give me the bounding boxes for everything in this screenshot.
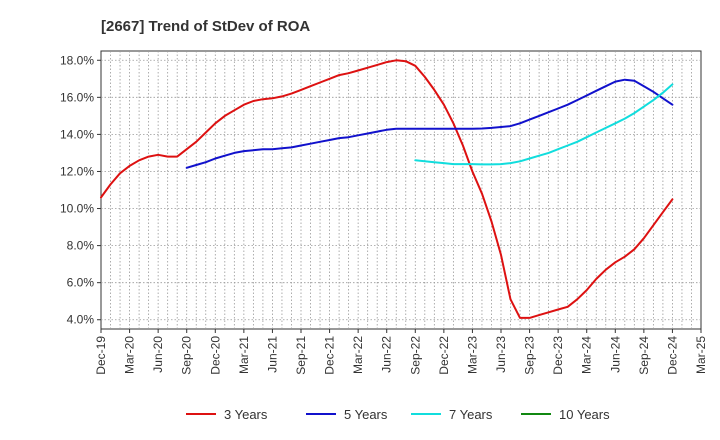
x-tick-label: Mar-20 [123, 336, 137, 374]
series-line-5-years [185, 78, 674, 169]
plot-area [100, 50, 702, 330]
y-axis-ticks: 4.0% 6.0% 8.0% 10.0% 12.0% 14.0% 16.0% 18.0% [60, 53, 101, 327]
legend-label: 10 Years [559, 407, 610, 422]
x-tick-label: Jun-24 [608, 336, 622, 373]
x-tick-label: Jun-21 [265, 336, 279, 373]
y-tick-label: 4.0% [67, 313, 95, 327]
series-lines [100, 59, 674, 319]
x-tick-label: Sep-22 [408, 336, 422, 375]
x-tick-label: Sep-20 [180, 336, 194, 375]
legend-label: 5 Years [344, 407, 388, 422]
y-tick-label: 18.0% [60, 53, 94, 67]
x-tick-label: Sep-24 [637, 336, 651, 375]
y-tick-label: 6.0% [67, 276, 95, 290]
x-tick-label: Dec-21 [323, 336, 337, 375]
x-tick-label: Sep-21 [294, 336, 308, 375]
x-tick-label: Dec-23 [551, 336, 565, 375]
x-tick-label: Mar-22 [351, 336, 365, 374]
series-line-7-years [414, 83, 674, 166]
x-tick-label: Dec-19 [94, 336, 108, 375]
x-tick-label: Dec-22 [437, 336, 451, 375]
x-tick-label: Mar-24 [580, 336, 594, 374]
y-tick-label: 14.0% [60, 127, 94, 141]
x-tick-label: Mar-25 [694, 336, 708, 374]
y-tick-label: 10.0% [60, 202, 94, 216]
x-tick-label: Dec-24 [665, 336, 679, 375]
x-tick-label: Dec-20 [208, 336, 222, 375]
x-tick-label: Sep-23 [523, 336, 537, 375]
legend-label: 3 Years [224, 407, 268, 422]
x-tick-label: Mar-21 [237, 336, 251, 374]
chart-title: [2667] Trend of StDev of ROA [101, 18, 310, 35]
series-line-3-years [100, 59, 674, 319]
x-tick-label: Jun-22 [380, 336, 394, 373]
y-tick-label: 12.0% [60, 164, 94, 178]
x-tick-label: Jun-23 [494, 336, 508, 373]
y-tick-label: 8.0% [67, 239, 95, 253]
legend-label: 7 Years [449, 407, 493, 422]
x-tick-label: Jun-20 [151, 336, 165, 373]
x-tick-label: Mar-23 [465, 336, 479, 374]
y-tick-label: 16.0% [60, 90, 94, 104]
x-axis-ticks: Dec-19 Mar-20 Jun-20 Sep-20 Dec-20 Mar-21 Jun-… [94, 329, 708, 375]
legend: 3 Years 5 Years 7 Years 10 Years [186, 407, 610, 422]
